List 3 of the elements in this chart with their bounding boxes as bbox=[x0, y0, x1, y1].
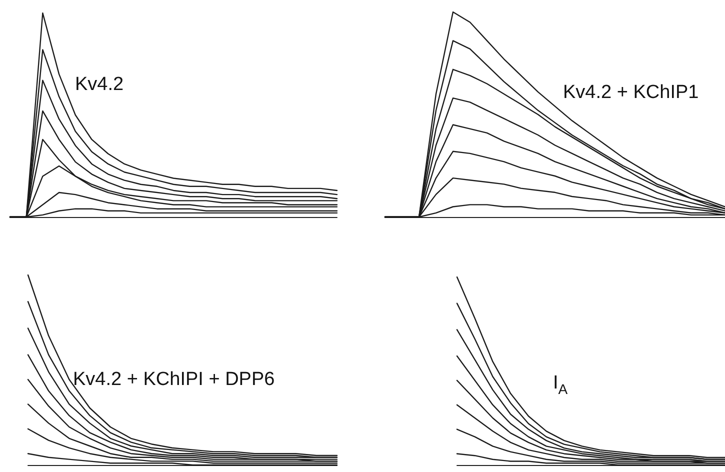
text: Kv4.2 bbox=[75, 74, 124, 95]
text: Kv4.2 + KChIP1 bbox=[563, 82, 699, 103]
text: Kv4.2 + KChIPI + DPP6 bbox=[73, 369, 275, 390]
